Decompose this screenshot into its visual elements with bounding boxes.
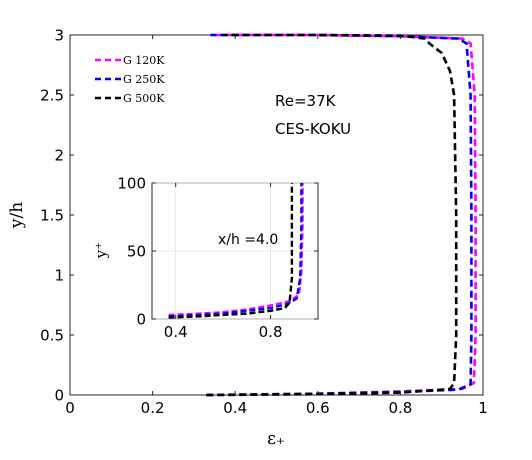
legend: G 120K G 250K G 500K (95, 54, 165, 105)
main-y-tick-label: 1 (54, 266, 64, 284)
main-x-axis-label: ε₊ (267, 429, 285, 449)
annotation-ces-koku: CES-KOKU (275, 120, 351, 138)
legend-label-g-250k: G 250K (123, 73, 165, 86)
main-y-axis-label: y/h (7, 202, 27, 229)
inset-y-tick-label: 50 (127, 242, 146, 260)
inset-grid (152, 182, 318, 320)
annotation-x-over-h: x/h =4.0 (218, 232, 278, 248)
inset-y-ticks: 0 50 100 (117, 174, 318, 328)
main-y-tick-label: 2.5 (40, 86, 64, 104)
inset-y-tick-label: 100 (117, 174, 146, 192)
main-line-g-500k (206, 33, 458, 397)
annotation-reynolds: Re=37K (275, 92, 337, 110)
main-y-tick-label: 0 (54, 386, 64, 404)
main-x-ticks: 0 0.2 0.4 0.6 0.8 1 (65, 35, 488, 417)
main-x-tick-label: 0.8 (388, 399, 412, 417)
inset-axes: 0.4 0.8 0 50 100 y⁺ x/h =4.0 (92, 174, 319, 341)
main-y-tick-label: 3 (54, 26, 64, 44)
main-x-tick-label: 0.2 (141, 399, 165, 417)
inset-line-g-500k (168, 183, 294, 319)
inset-x-ticks: 0.4 0.8 (164, 183, 283, 341)
inset-y-tick-label: 0 (136, 310, 146, 328)
legend-label-g-500k: G 500K (123, 92, 165, 105)
main-y-ticks: 0 0.5 1 1.5 2 2.5 3 (40, 26, 483, 404)
main-x-tick-label: 0.6 (306, 399, 330, 417)
inset-y-axis-label: y⁺ (92, 242, 110, 259)
main-x-tick-label: 0 (65, 399, 75, 417)
main-y-tick-label: 2 (54, 146, 64, 164)
main-y-tick-label: 0.5 (40, 326, 64, 344)
main-x-tick-label: 0.4 (223, 399, 247, 417)
main-x-tick-label: 1 (478, 399, 488, 417)
legend-label-g-120k: G 120K (123, 54, 165, 67)
legend-entry-g-250k: G 250K (95, 73, 165, 86)
legend-entry-g-120k: G 120K (95, 54, 165, 67)
inset-series-lines (168, 183, 304, 319)
inset-x-tick-label: 0.8 (259, 323, 283, 341)
legend-entry-g-500k: G 500K (95, 92, 165, 105)
inset-x-tick-label: 0.4 (164, 323, 188, 341)
main-series-lines (206, 33, 477, 397)
inset-line-g-250k (168, 183, 303, 318)
main-y-tick-label: 1.5 (40, 206, 64, 224)
